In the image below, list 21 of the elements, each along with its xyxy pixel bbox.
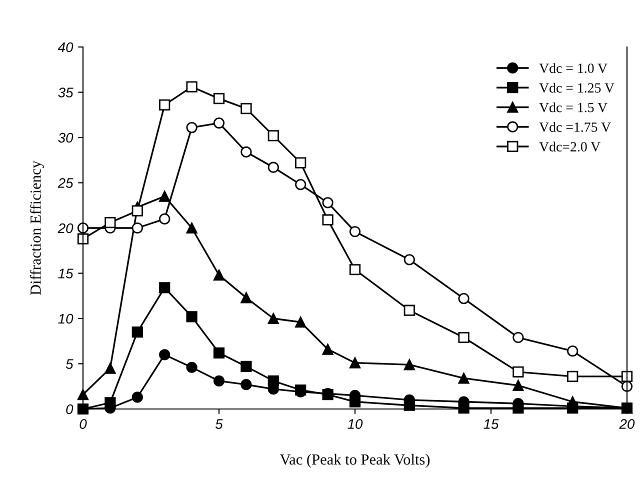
- y-tick-label: 35: [58, 88, 74, 98]
- y-axis-title: Diffraction Efficiency: [30, 160, 44, 295]
- y-tick-label: 15: [58, 268, 74, 278]
- legend-label: Vdc = 1.25 V: [539, 82, 614, 93]
- y-tick-label: 20: [58, 223, 74, 234]
- legend-label: Vdc=2.0 V: [539, 142, 600, 152]
- legend-label: Vdc =1.75 V: [539, 122, 611, 132]
- x-tick-label: 0: [80, 419, 87, 429]
- y-tick-label: 10: [58, 314, 74, 324]
- y-tick-label: 40: [58, 42, 74, 52]
- x-tick-label: 5: [215, 419, 223, 429]
- y-tick-label: 5: [66, 359, 74, 369]
- x-axis-title: Vac (Peak to Peak Volts): [280, 454, 430, 468]
- y-tick-label: 30: [58, 132, 74, 143]
- x-tick-label: 15: [484, 419, 499, 429]
- legend-label: Vdc = 1.5 V: [539, 102, 608, 112]
- y-tick-label: 25: [58, 178, 74, 188]
- legend-label: Vdc = 1.0 V: [539, 63, 608, 74]
- x-tick-label: 10: [348, 419, 363, 429]
- y-tick-label: 0: [66, 404, 74, 414]
- x-tick-label: 20: [619, 419, 635, 429]
